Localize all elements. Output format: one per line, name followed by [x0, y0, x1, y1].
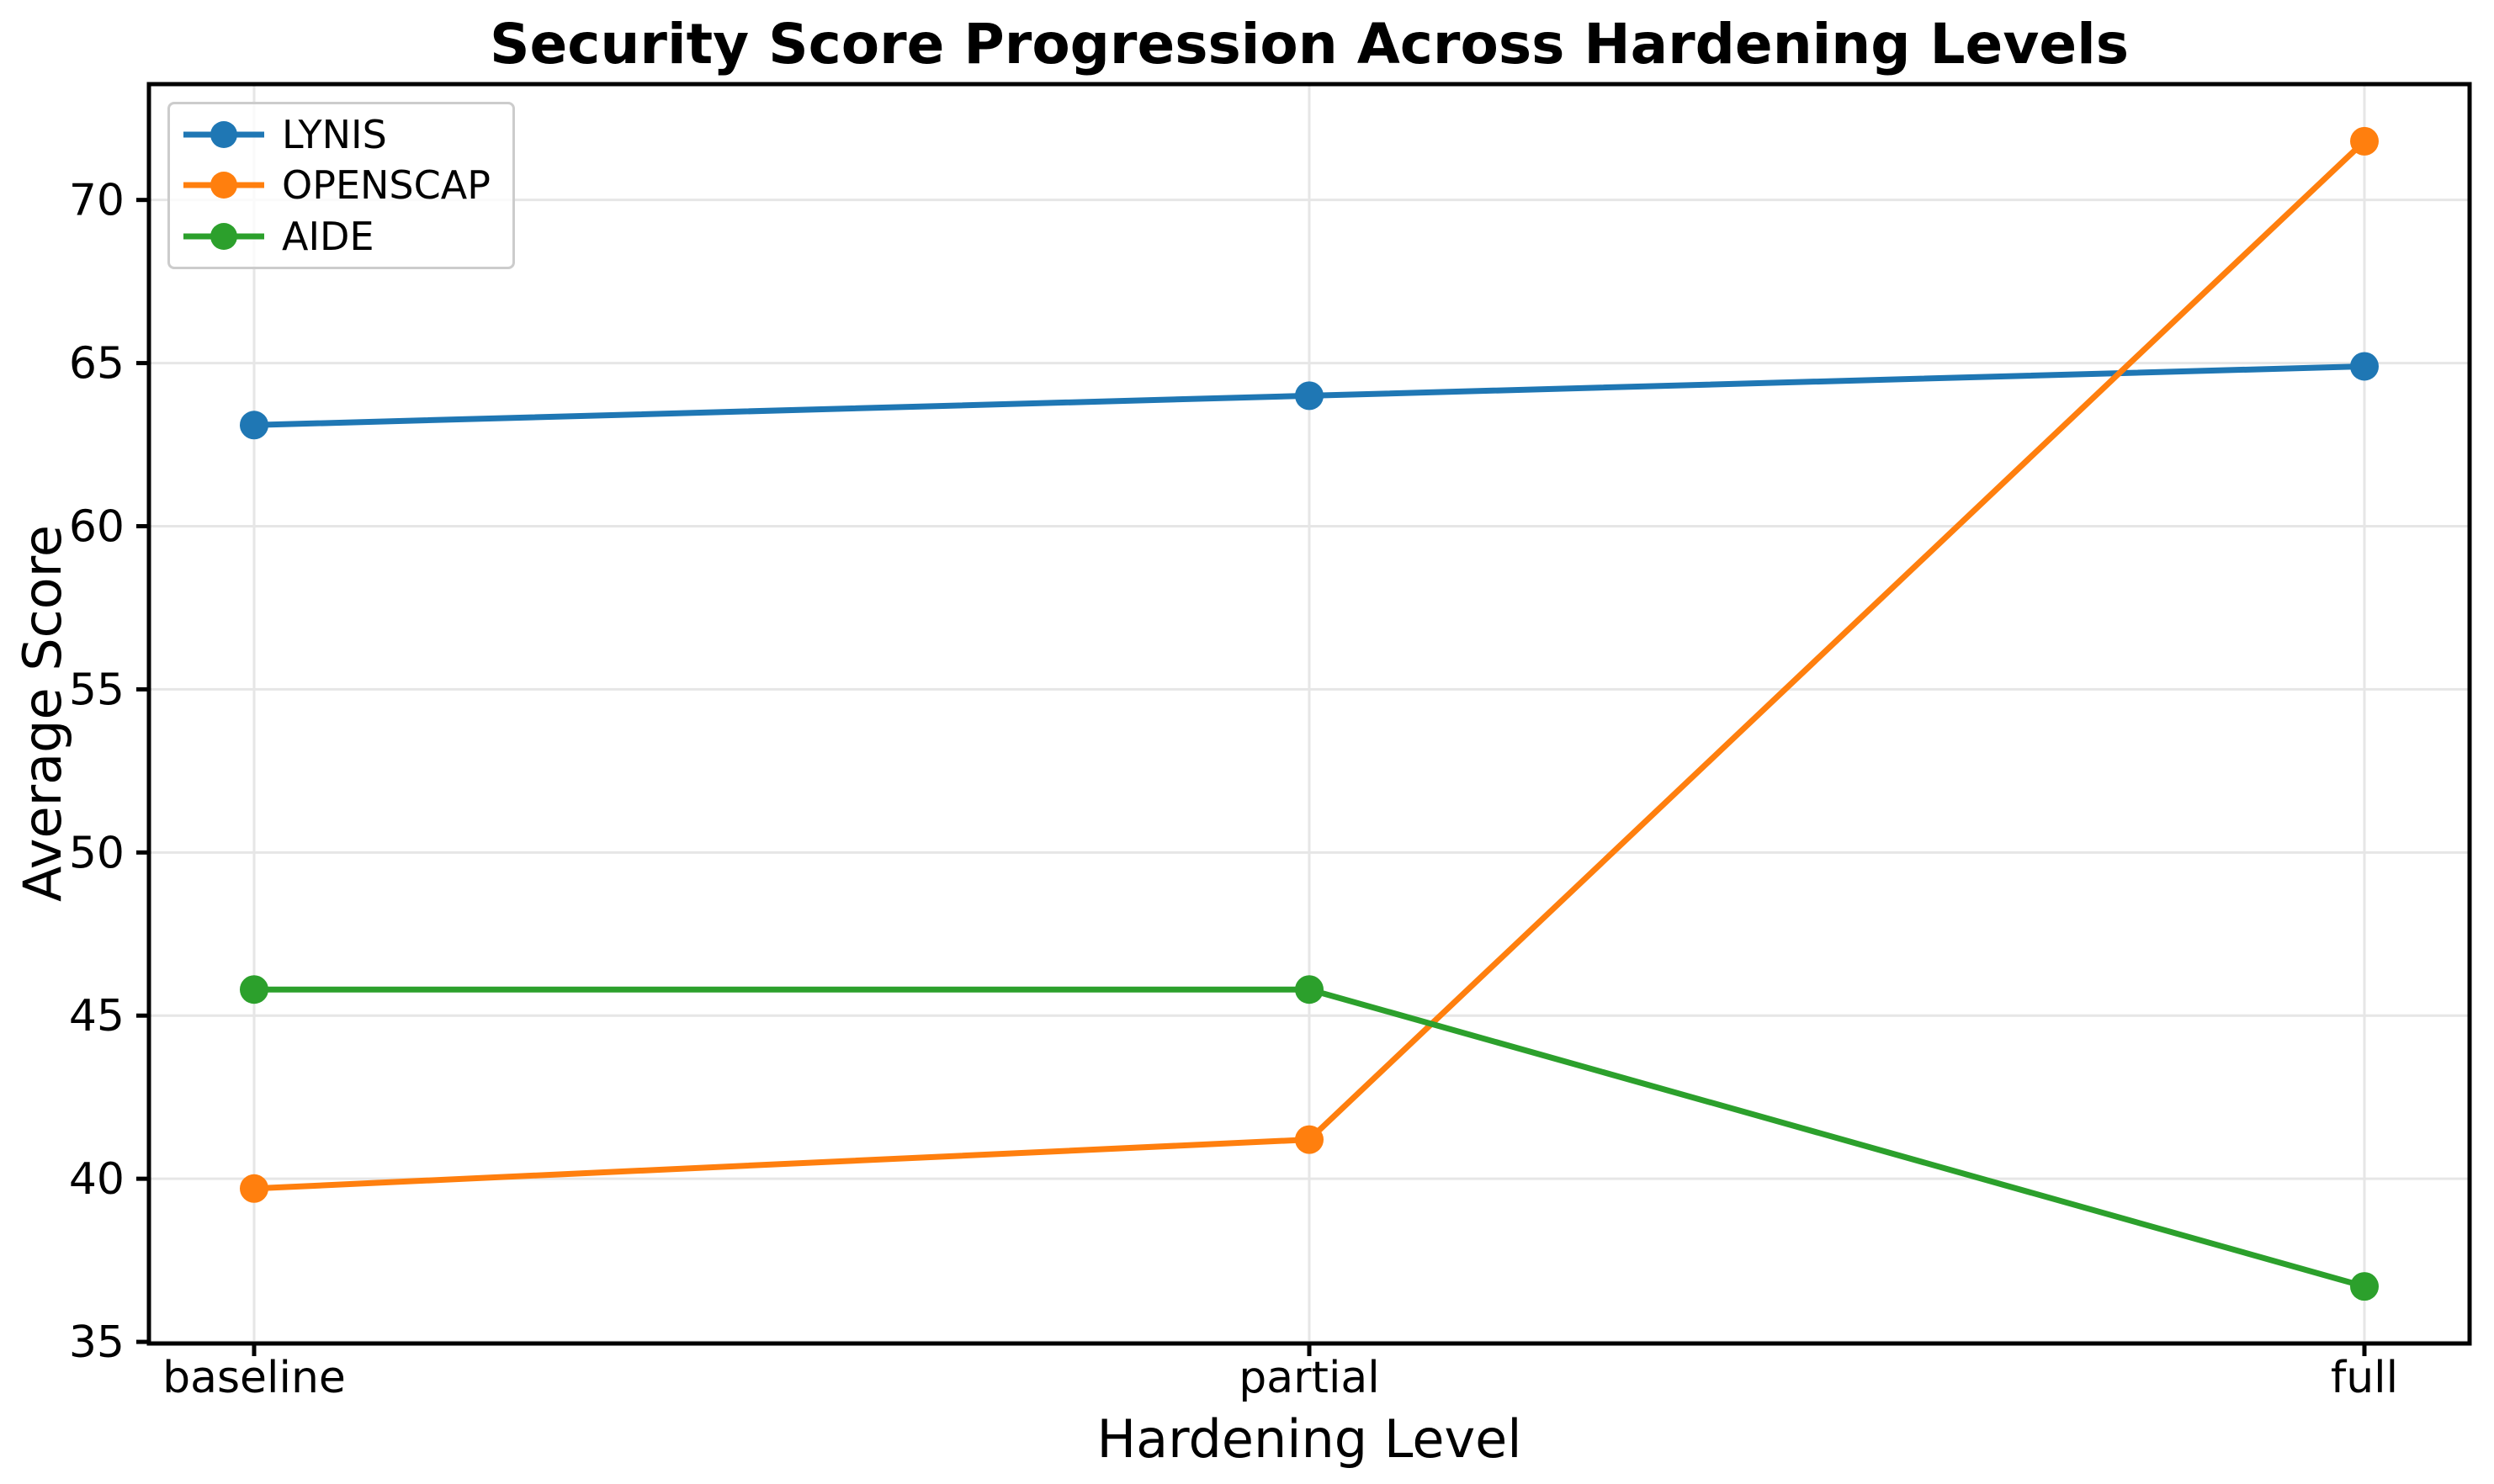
x-tick-label: baseline: [162, 1353, 346, 1403]
legend-item-aide: AIDE: [177, 211, 491, 262]
x-tick-label: full: [2331, 1353, 2398, 1403]
data-point-lynis-partial: [1295, 381, 1324, 411]
legend-item-openscap: OPENSCAP: [177, 160, 491, 210]
y-tick-label: 35: [69, 1317, 125, 1368]
y-axis-label: Average Score: [12, 525, 73, 902]
y-tick-label: 50: [69, 828, 125, 878]
x-tick-label: partial: [1239, 1353, 1379, 1403]
legend-line-marker-icon: [183, 172, 264, 199]
data-point-lynis-baseline: [240, 411, 268, 440]
y-tick-label: 60: [69, 502, 125, 553]
legend-marker-sample: [210, 121, 237, 149]
legend-line-marker-icon: [183, 121, 264, 149]
data-point-aide-partial: [1295, 975, 1324, 1004]
data-point-lynis-full: [2350, 352, 2379, 381]
y-tick-label: 55: [69, 665, 125, 715]
y-tick-label: 40: [69, 1154, 125, 1205]
legend-marker-sample: [210, 172, 237, 199]
legend-item-lynis: LYNIS: [177, 109, 491, 160]
data-point-openscap-partial: [1295, 1125, 1324, 1154]
y-tick-label: 45: [69, 991, 125, 1041]
data-point-openscap-baseline: [240, 1174, 268, 1203]
x-axis-label: Hardening Level: [1096, 1408, 1522, 1470]
data-point-aide-full: [2350, 1272, 2379, 1301]
legend-marker-sample: [210, 222, 237, 250]
data-point-openscap-full: [2350, 126, 2379, 156]
chart-title: Security Score Progression Across Harden…: [489, 12, 2130, 77]
y-tick-label: 65: [69, 339, 125, 390]
legend-item-label: AIDE: [282, 213, 374, 259]
data-point-aide-baseline: [240, 975, 268, 1004]
legend-item-label: LYNIS: [282, 112, 387, 158]
y-tick-label: 70: [69, 176, 125, 226]
legend: LYNIS OPENSCAP AIDE: [167, 102, 515, 269]
legend-line-marker-icon: [183, 222, 264, 250]
legend-item-label: OPENSCAP: [282, 162, 491, 209]
